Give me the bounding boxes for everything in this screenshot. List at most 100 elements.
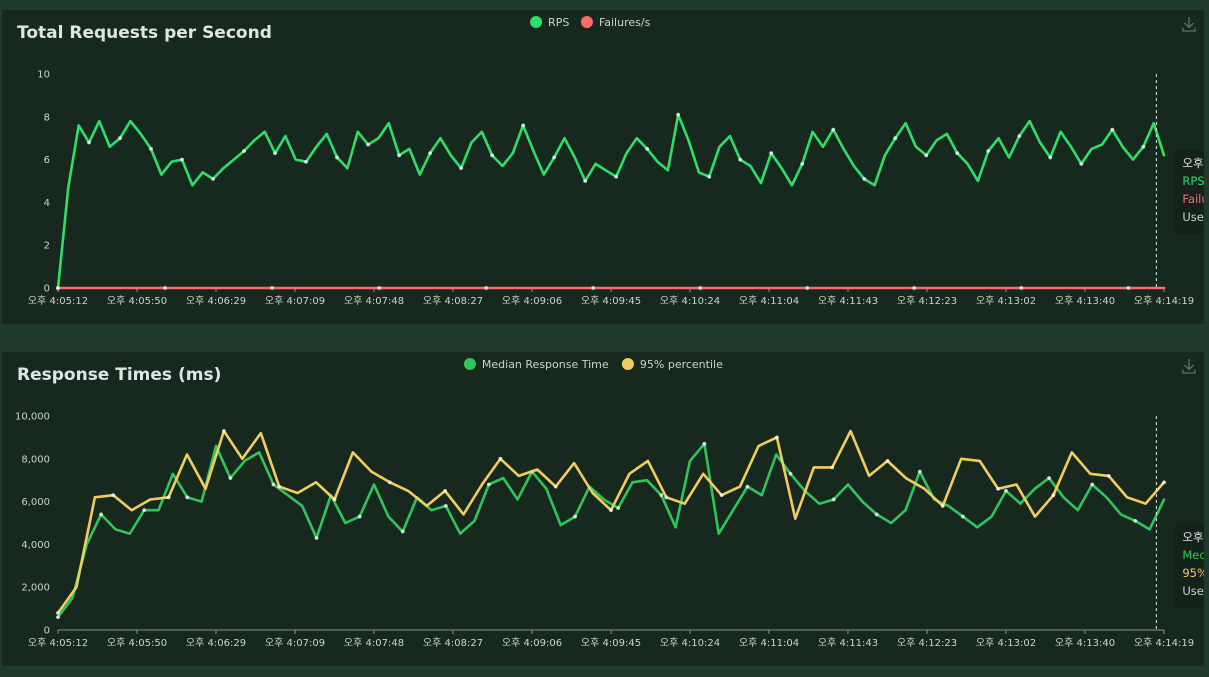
data-point [664, 495, 669, 500]
data-point [874, 512, 879, 517]
x-tick-label: 오후 4:09:06 [502, 637, 562, 649]
x-tick-label: 오후 4:13:40 [1055, 295, 1115, 307]
data-point [893, 136, 898, 141]
tooltip-row: RPS: 5.7 [1182, 174, 1204, 188]
data-point [118, 136, 122, 141]
tooltip: 오후 4:13:08 Median Response Time: 6100 95% … [1174, 524, 1204, 608]
data-point [702, 441, 707, 446]
data-point [800, 161, 805, 166]
x-tick-label: 오후 4:09:06 [502, 295, 562, 307]
data-point [955, 151, 960, 156]
legend-label[interactable]: Median Response Time [482, 358, 609, 371]
data-point [719, 493, 724, 498]
x-tick-label: 오후 4:08:27 [423, 295, 483, 307]
data-point [87, 140, 91, 145]
x-tick-label: 오후 4:13:02 [976, 295, 1036, 307]
data-point [1019, 286, 1024, 290]
legend-label[interactable]: RPS [548, 16, 569, 29]
x-tick-label: 오후 4:06:29 [186, 295, 246, 307]
data-point [805, 286, 810, 290]
chart-title: Total Requests per Second [17, 23, 272, 43]
data-point [924, 153, 929, 158]
data-point [645, 147, 650, 151]
data-point [111, 493, 116, 498]
data-point [573, 514, 577, 519]
x-tick-label: 오후 4:08:27 [423, 637, 483, 649]
legend-label[interactable]: 95% percentile [640, 358, 723, 371]
data-point [142, 508, 147, 513]
y-tick-label: 0 [44, 284, 50, 295]
data-point [242, 149, 246, 153]
data-point [490, 153, 495, 158]
data-point [428, 151, 433, 156]
tooltip-time: 오후 4:13:08 [1182, 156, 1204, 170]
data-point [961, 514, 965, 519]
data-point [270, 286, 274, 290]
data-point [487, 482, 491, 487]
data-point [1017, 134, 1022, 138]
data-point [56, 286, 60, 290]
data-point [1110, 127, 1115, 132]
data-point [912, 286, 917, 290]
data-point [583, 179, 588, 183]
data-point [862, 176, 867, 181]
data-point [443, 489, 447, 493]
download-icon[interactable] [1182, 359, 1196, 374]
data-point [228, 476, 233, 480]
data-point [1090, 482, 1095, 487]
data-point [1079, 161, 1084, 166]
series-line-1 [56, 442, 1166, 619]
data-point [277, 484, 282, 489]
data-point [163, 286, 167, 290]
x-tick-label: 오후 4:07:09 [265, 295, 325, 307]
data-point [397, 153, 402, 158]
data-point [614, 174, 619, 179]
data-point [222, 429, 226, 433]
data-point [304, 159, 308, 164]
x-tick-label: 오후 4:05:50 [107, 637, 167, 649]
data-point [830, 465, 835, 470]
data-point [1047, 476, 1051, 480]
data-point [366, 142, 370, 147]
data-point [788, 471, 793, 476]
data-point [553, 484, 558, 489]
data-point [831, 497, 836, 502]
x-tick-label: 오후 4:12:23 [897, 295, 957, 307]
x-tick-label: 오후 4:10:24 [660, 637, 720, 649]
data-point [357, 514, 362, 519]
x-tick-label: 오후 4:06:29 [186, 637, 246, 649]
y-tick-label: 2 [44, 241, 50, 252]
legend-marker [530, 16, 543, 28]
data-point [521, 123, 526, 128]
response-times-chart-panel: Response Times (ms) Median Response Time 9… [2, 352, 1204, 666]
data-point [676, 112, 681, 117]
series-line-2 [56, 429, 1166, 615]
data-point [707, 174, 712, 179]
legend-label[interactable]: Failures/s [599, 16, 651, 29]
data-point [1048, 155, 1053, 160]
x-tick-label: 오후 4:09:45 [581, 637, 641, 649]
download-icon[interactable] [1182, 17, 1196, 32]
data-point [616, 506, 621, 510]
data-point [180, 157, 184, 162]
data-point [56, 615, 60, 620]
y-tick-label: 10 [37, 70, 50, 81]
data-point [698, 286, 703, 290]
tooltip: 오후 4:13:08 RPS: 5.7 Failures/s: 0 Users: 50 [1174, 150, 1204, 234]
data-point [99, 512, 103, 517]
data-point [940, 503, 945, 508]
data-point [273, 151, 277, 156]
x-tick-label: 오후 4:07:48 [344, 637, 404, 649]
x-tick-label: 오후 4:12:23 [897, 637, 957, 649]
y-tick-label: 0 [44, 626, 50, 637]
y-tick-label: 4 [44, 198, 50, 209]
tooltip-row: Users: 50 [1182, 210, 1204, 224]
data-point [917, 469, 922, 474]
data-point [745, 484, 750, 489]
data-point [775, 435, 779, 440]
y-tick-label: 2,000 [21, 583, 50, 594]
series-line-1 [56, 113, 1166, 290]
x-tick-label: 오후 4:13:02 [976, 637, 1036, 649]
tooltip-box [1174, 524, 1204, 608]
data-point [1004, 489, 1008, 493]
